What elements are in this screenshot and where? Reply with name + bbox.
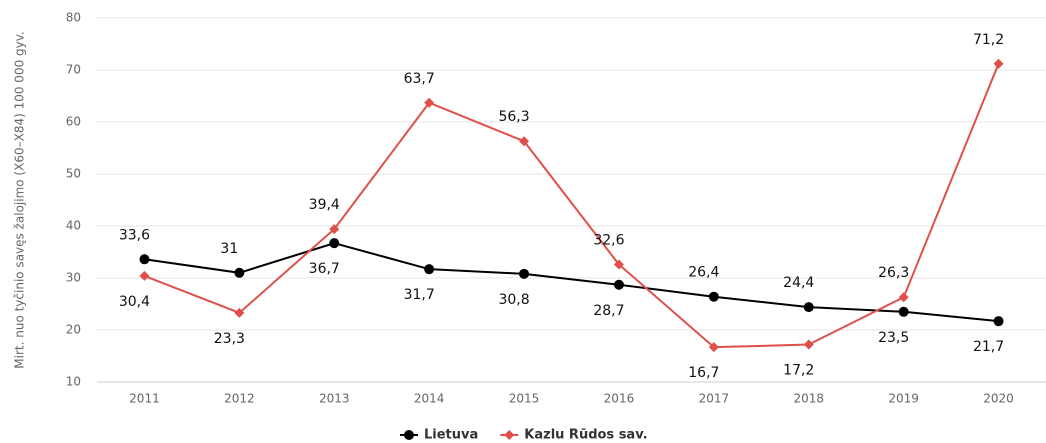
point xyxy=(139,254,150,265)
point xyxy=(329,238,340,249)
data-label: 31 xyxy=(220,241,238,257)
x-tick-label: 2015 xyxy=(509,392,540,406)
y-tick-label: 40 xyxy=(66,219,81,233)
data-label: 26,3 xyxy=(878,265,909,281)
point xyxy=(329,224,340,235)
data-label: 21,7 xyxy=(973,339,1004,355)
data-label: 17,2 xyxy=(783,363,814,379)
x-tick-label: 2018 xyxy=(793,392,824,406)
series-line xyxy=(144,63,1000,349)
y-tick-label: 50 xyxy=(66,167,81,181)
x-tick-label: 2020 xyxy=(983,392,1014,406)
data-label: 23,3 xyxy=(214,331,245,347)
point xyxy=(993,58,1004,69)
x-tick-label: 2011 xyxy=(129,392,160,406)
point xyxy=(139,270,150,281)
point xyxy=(803,302,814,313)
point xyxy=(424,264,435,275)
y-tick-label: 60 xyxy=(66,115,81,129)
data-label: 23,5 xyxy=(878,330,909,346)
point xyxy=(234,307,245,318)
point xyxy=(613,259,624,270)
x-tick-label: 2016 xyxy=(604,392,635,406)
data-label: 31,7 xyxy=(404,287,435,303)
y-tick-label: 70 xyxy=(66,63,81,77)
x-tick-label: 2012 xyxy=(224,392,255,406)
x-tick-label: 2019 xyxy=(888,392,919,406)
data-label: 24,4 xyxy=(783,275,814,291)
y-tick-label: 20 xyxy=(66,323,81,337)
point xyxy=(803,339,814,350)
data-label: 28,7 xyxy=(593,303,624,319)
y-tick-label: 80 xyxy=(66,11,81,25)
data-label: 16,7 xyxy=(688,365,719,381)
x-tick-label: 2013 xyxy=(319,392,350,406)
data-label: 36,7 xyxy=(309,261,340,277)
point xyxy=(708,291,719,302)
point xyxy=(519,136,530,147)
series-line xyxy=(144,242,999,323)
data-label: 32,6 xyxy=(593,232,624,248)
legend-marker xyxy=(404,430,414,440)
point xyxy=(708,342,719,353)
legend-label: Kazlu Rūdos sav. xyxy=(524,428,647,443)
data-label: 30,8 xyxy=(498,292,529,308)
data-label: 56,3 xyxy=(498,109,529,125)
point xyxy=(898,292,909,303)
point xyxy=(234,267,245,278)
point xyxy=(424,97,435,108)
legend-label: Lietuva xyxy=(424,428,478,443)
y-tick-label: 10 xyxy=(66,375,81,389)
data-label: 30,4 xyxy=(119,294,150,310)
x-tick-label: 2014 xyxy=(414,392,445,406)
data-label: 71,2 xyxy=(973,32,1004,48)
data-label: 39,4 xyxy=(309,197,340,213)
point xyxy=(993,316,1004,327)
point xyxy=(898,306,909,317)
data-label: 63,7 xyxy=(404,71,435,87)
point xyxy=(613,279,624,290)
legend-marker xyxy=(504,430,515,440)
data-label: 33,6 xyxy=(119,227,150,243)
x-tick-label: 2017 xyxy=(699,392,730,406)
point xyxy=(519,268,530,279)
data-label: 26,4 xyxy=(688,265,719,281)
y-axis-label: Mirt. nuo tyčinio savęs žalojimo (X60–X8… xyxy=(13,31,27,368)
y-tick-label: 30 xyxy=(66,271,81,285)
